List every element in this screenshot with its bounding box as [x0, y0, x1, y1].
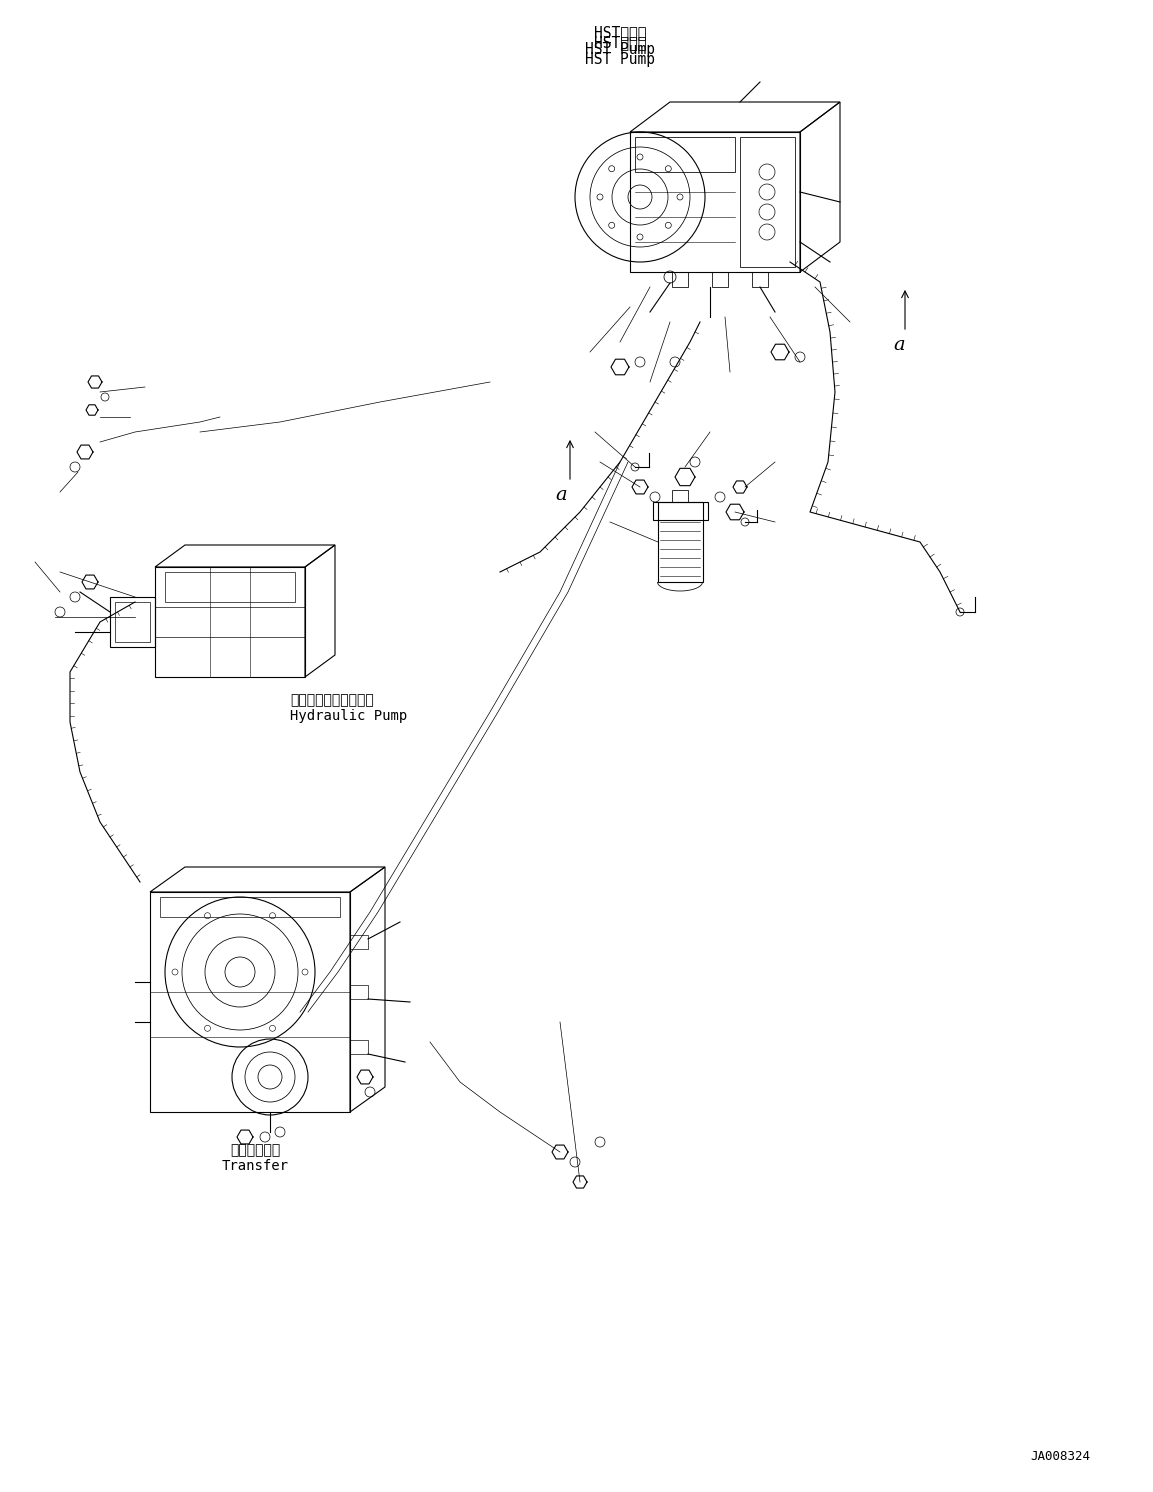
Bar — [115, 601, 150, 642]
Bar — [672, 272, 688, 286]
Text: Transfer: Transfer — [221, 1159, 288, 1173]
Text: HST Pump: HST Pump — [585, 42, 655, 57]
Bar — [740, 137, 796, 267]
Text: ハイドロリックポンプ: ハイドロリックポンプ — [291, 692, 374, 707]
Bar — [160, 897, 340, 918]
Text: a: a — [555, 486, 566, 504]
Text: Hydraulic Pump: Hydraulic Pump — [291, 709, 407, 724]
Bar — [351, 935, 368, 949]
Bar — [351, 1040, 368, 1053]
Text: トランスファ: トランスファ — [229, 1143, 280, 1156]
Text: JA008324: JA008324 — [1030, 1450, 1090, 1464]
Bar — [713, 272, 728, 286]
Bar — [165, 571, 295, 601]
Bar — [653, 501, 708, 521]
Text: HSTポンプ: HSTポンプ — [594, 25, 646, 40]
Bar — [635, 137, 734, 172]
Text: HSTポンプ: HSTポンプ — [594, 34, 646, 51]
Bar — [658, 501, 703, 582]
Text: a: a — [894, 336, 905, 354]
Bar — [752, 272, 768, 286]
Bar — [672, 489, 688, 501]
Bar — [351, 985, 368, 1000]
Text: HST Pump: HST Pump — [585, 52, 655, 67]
